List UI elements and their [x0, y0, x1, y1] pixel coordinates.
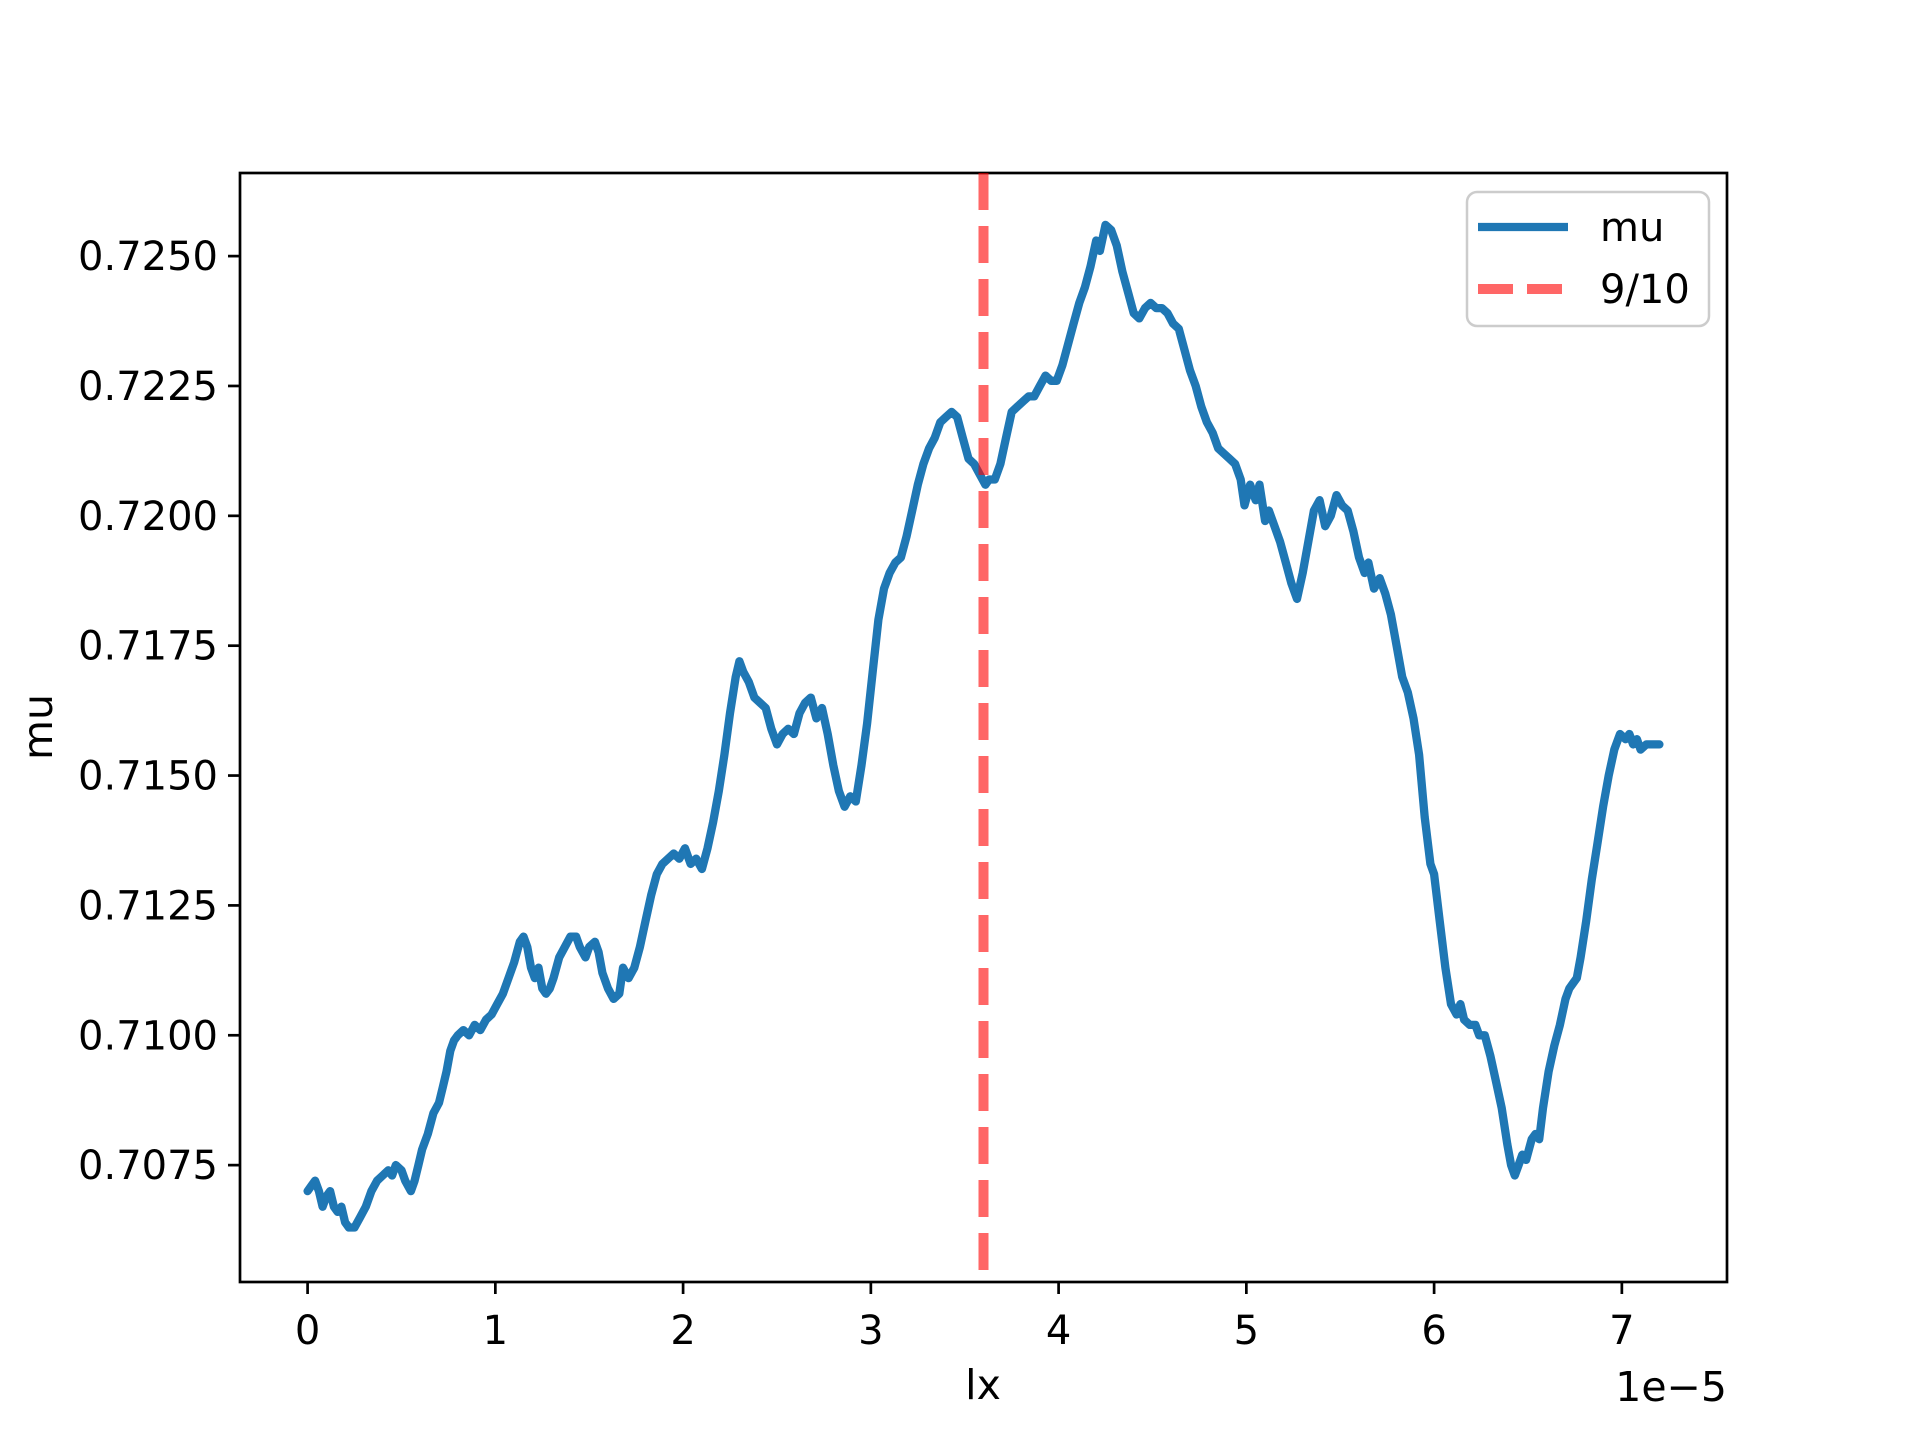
y-axis-label: mu	[14, 694, 62, 760]
y-tick-label: 0.7075	[78, 1143, 218, 1189]
legend-label-9-10: 9/10	[1600, 267, 1690, 313]
x-axis-label: lx	[965, 1361, 1001, 1409]
y-tick-label: 0.7125	[78, 883, 218, 929]
x-tick-label: 5	[1234, 1308, 1259, 1354]
mu-line	[303, 220, 1664, 1232]
y-tick-label: 0.7175	[78, 624, 218, 670]
legend: mu 9/10	[1465, 190, 1711, 328]
x-tick-label: 3	[858, 1308, 883, 1354]
x-tick-label: 6	[1421, 1308, 1446, 1354]
y-tick-label: 0.7250	[78, 234, 218, 280]
x-axis-ticks: 0 1 2 3 4 5 6 7	[295, 1282, 1635, 1354]
y-tick-label: 0.7225	[78, 364, 218, 410]
x-tick-label: 4	[1046, 1308, 1071, 1354]
y-axis-ticks: 0.7075 0.7100 0.7125 0.7150 0.7175 0.7200 0.72…	[78, 234, 240, 1189]
legend-label-mu: mu	[1600, 205, 1664, 251]
y-tick-label: 0.7100	[78, 1013, 218, 1059]
x-tick-label: 1	[483, 1308, 508, 1354]
x-axis-offset-label: 1e−5	[1615, 1363, 1727, 1411]
y-tick-label: 0.7200	[78, 494, 218, 540]
x-tick-label: 0	[295, 1308, 320, 1354]
y-tick-label: 0.7150	[78, 754, 218, 800]
x-tick-label: 7	[1609, 1308, 1634, 1354]
x-tick-label: 2	[670, 1308, 695, 1354]
